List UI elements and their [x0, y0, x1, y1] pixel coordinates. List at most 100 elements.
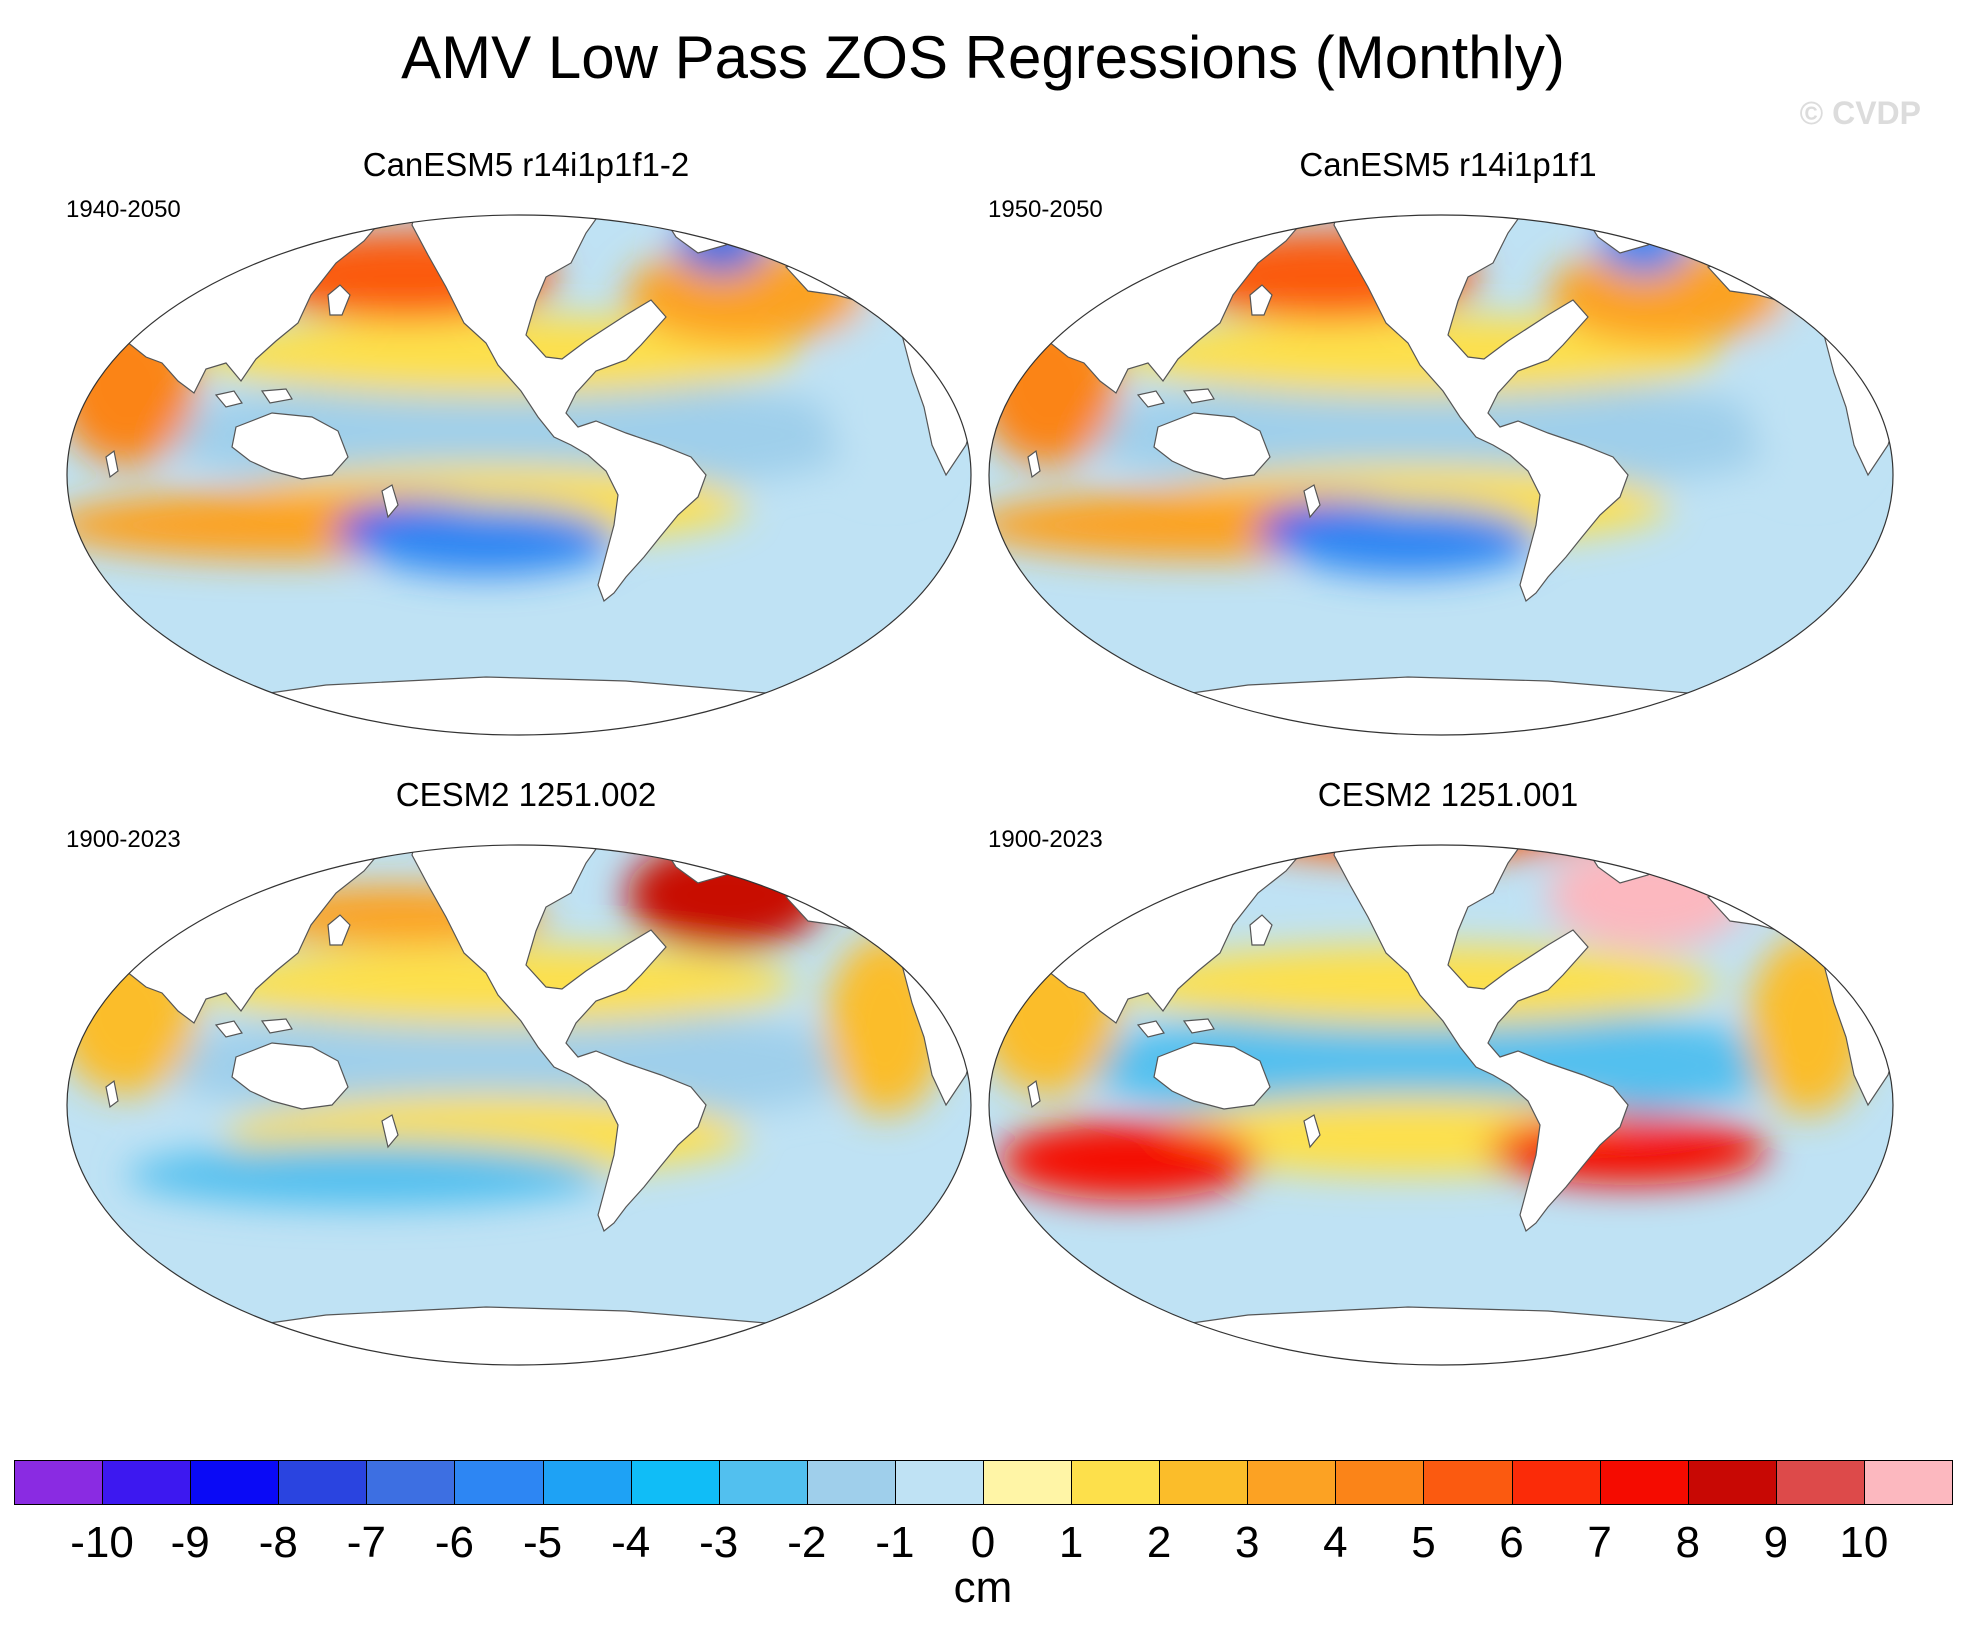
land-japan: [1249, 284, 1273, 316]
land-indonesia-2: [1182, 1018, 1215, 1034]
land-americas: [411, 845, 707, 1232]
colorbar-tick-label: -3: [699, 1518, 739, 1567]
land-japan: [1249, 914, 1273, 946]
land-indonesia-1: [1136, 390, 1165, 408]
land-indonesia-2: [1182, 388, 1215, 404]
map-panel-canesm5-r14i1p1f1: CanESM5 r14i1p1f1 1950-2050: [988, 145, 1908, 755]
panel-period: 1940-2050: [66, 196, 181, 223]
map-outline: [66, 844, 972, 1366]
colorbar-swatch: [1775, 1460, 1865, 1505]
map-outline: [988, 844, 1894, 1366]
panel-period: 1900-2023: [66, 826, 181, 853]
colorbar-swatch: [1599, 1460, 1689, 1505]
land-indonesia-2: [260, 388, 293, 404]
map-svg: [66, 214, 972, 736]
land-new-zealand: [381, 1114, 399, 1149]
land-australia: [1153, 412, 1271, 480]
panel-title: CanESM5 r14i1p1f1-2: [362, 146, 690, 183]
colorbar-tick-label: 7: [1587, 1518, 1612, 1567]
panel-title: CESM2 1251.001: [1317, 776, 1579, 813]
map-outline: [66, 214, 972, 736]
colorbar-tick-label: -9: [170, 1518, 210, 1567]
colorbar-swatch: [366, 1460, 456, 1505]
colorbar-swatch: [1423, 1460, 1513, 1505]
figure-title: AMV Low Pass ZOS Regressions (Monthly): [401, 24, 1565, 91]
land-madagascar: [1027, 449, 1041, 479]
colorbar-tick-label: 9: [1763, 1518, 1789, 1567]
map-svg: [988, 214, 1894, 736]
colorbar-tick-label: -6: [434, 1518, 475, 1567]
colorbar-tick-label: 10: [1839, 1518, 1889, 1567]
land-indonesia-1: [1136, 1020, 1165, 1038]
anomaly-region-southern-ocean-pacific-edge: [1278, 505, 1538, 575]
land-australia: [231, 1042, 349, 1110]
land-americas: [1333, 845, 1629, 1232]
colorbar-swatch: [190, 1460, 280, 1505]
anomaly-region-south-atlantic: [1488, 1115, 1768, 1185]
land-new-zealand: [1303, 484, 1321, 519]
colorbar-swatch: [454, 1460, 544, 1505]
colorbar-tick-label: 1: [1058, 1518, 1084, 1567]
colorbar-swatch: [1863, 1460, 1953, 1505]
land-new-zealand: [381, 484, 399, 519]
anomaly-region-north-atlantic-gulf-stream: [626, 845, 826, 950]
anomaly-region-southern-ocean: [126, 1143, 606, 1207]
colorbar-swatch: [806, 1460, 896, 1505]
colorbar-swatch: [1159, 1460, 1249, 1505]
colorbar-tick-label: -2: [787, 1518, 827, 1567]
colorbar-tick-label: 2: [1146, 1518, 1172, 1567]
panel-title: CESM2 1251.002: [395, 776, 657, 813]
colorbar-tick-label: 4: [1323, 1518, 1348, 1567]
anomaly-region-north-atlantic-gulf-stream: [1548, 845, 1748, 950]
land-japan: [327, 914, 351, 946]
anomaly-region-southern-ocean-pacific-edge: [356, 505, 616, 575]
colorbar-swatch: [542, 1460, 632, 1505]
land-indonesia-1: [214, 390, 243, 408]
land-madagascar: [105, 449, 119, 479]
colorbar-units: cm: [953, 1563, 1013, 1612]
land-uk: [785, 238, 803, 262]
colorbar-swatch: [630, 1460, 720, 1505]
colorbar-tick-label: -1: [875, 1518, 915, 1567]
panel-period: 1900-2023: [988, 826, 1103, 853]
colorbar-tick-label: 3: [1235, 1518, 1260, 1567]
map-panel-cesm2-1251-002: CESM2 1251.002 1900-2023: [66, 775, 986, 1385]
land-australia: [231, 412, 349, 480]
colorbar-swatch: [1511, 1460, 1601, 1505]
colorbar-tick-label: -10: [70, 1518, 134, 1567]
map-panel-canesm5-r14i1p1f1-2: CanESM5 r14i1p1f1-2 1940-2050: [66, 145, 986, 755]
land-australia: [1153, 1042, 1271, 1110]
copyright-watermark: © CVDP: [1799, 95, 1921, 131]
colorbar-tick-label: 5: [1411, 1518, 1436, 1567]
land-indonesia-1: [214, 1020, 243, 1038]
colorbar-swatch: [14, 1460, 104, 1505]
colorbar-swatch: [1071, 1460, 1161, 1505]
land-uk: [1707, 238, 1725, 262]
colorbar-swatch: [983, 1460, 1073, 1505]
colorbar-tick-label: 6: [1499, 1518, 1524, 1567]
land-japan: [327, 284, 351, 316]
land-americas: [1333, 215, 1629, 602]
colorbar-swatch: [278, 1460, 368, 1505]
map-svg: [66, 844, 972, 1366]
colorbar-swatch: [894, 1460, 984, 1505]
map-panel-cesm2-1251-001: CESM2 1251.001 1900-2023: [988, 775, 1908, 1385]
colorbar-tick-label: -5: [522, 1518, 563, 1567]
land-uk: [1707, 868, 1725, 892]
anomaly-region-south-indian-ocean: [998, 1120, 1258, 1200]
colorbar-tick-label: 0: [970, 1518, 996, 1567]
colorbar-swatch: [1335, 1460, 1425, 1505]
map-svg: [988, 844, 1894, 1366]
land-indonesia-2: [260, 1018, 293, 1034]
colorbar-swatch: [102, 1460, 192, 1505]
land-madagascar: [1027, 1079, 1041, 1109]
panel-period: 1950-2050: [988, 196, 1103, 223]
colorbar-swatch: [1247, 1460, 1337, 1505]
colorbar-tick-label: -7: [346, 1518, 386, 1567]
land-americas: [411, 215, 707, 602]
land-uk: [785, 868, 803, 892]
colorbar-tick-label: 8: [1675, 1518, 1700, 1567]
colorbar-tick-label: -8: [258, 1518, 298, 1567]
colorbar: [14, 1460, 1953, 1507]
map-outline: [988, 214, 1894, 736]
